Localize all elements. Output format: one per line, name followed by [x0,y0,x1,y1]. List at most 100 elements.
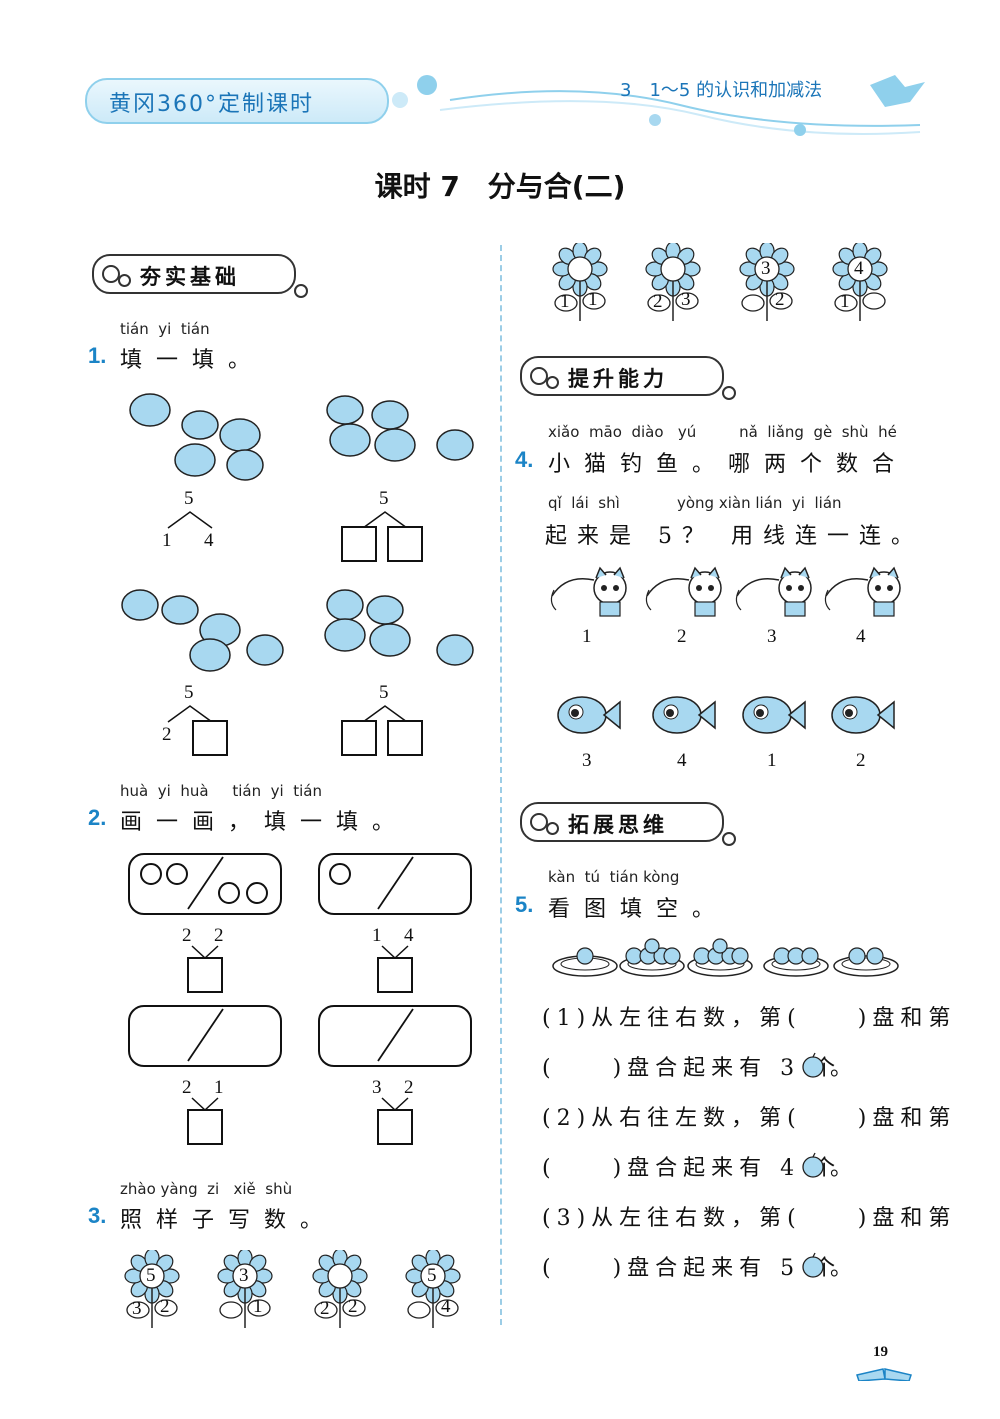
q1-chicks-illustration [121,393,474,672]
flower-icon [645,243,701,321]
q4-text-1: 小猫钓鱼。哪两个数合 [548,452,909,477]
period: 。 [830,1156,853,1181]
flower-icon [312,1250,368,1328]
section-basic: 夯实基础 [92,254,308,298]
panel-slash [187,1008,224,1062]
answer-box [377,957,413,993]
panel-slash [377,1008,414,1062]
flower-left-number: 2 [320,1298,330,1319]
q3-text: 照样子写数。 [120,1208,337,1233]
flower-right-number: 2 [348,1296,358,1317]
flower-icon [832,243,888,321]
flower-right-number: 4 [441,1296,451,1317]
cat-number: 1 [582,626,592,647]
fish-icon [557,696,621,734]
split-right: 2 [214,925,224,946]
tree-left: 1 [162,530,172,551]
panel-slash [377,856,414,910]
cat-number: 3 [767,626,777,647]
q3-number: 3. [88,1203,107,1228]
tree-total: 5 [184,682,194,703]
q2-text: 画一画，填一填。 [120,810,409,835]
flower-left-number: 1 [560,291,570,312]
answer-box [341,526,377,562]
apple-icon [802,1252,824,1278]
page-number: 19 [873,1344,888,1360]
answer-box [187,1109,223,1145]
page-title: 课时 7 分与合(二) [374,170,626,203]
plate-icon [833,947,899,977]
fish-number: 1 [767,750,777,771]
answer-box [187,957,223,993]
tree-branches [167,511,213,529]
drawing-panel [128,1005,282,1067]
split-right: 4 [404,925,414,946]
fill-blank-line: ( )盘合起来有 3 个 [542,1056,842,1081]
fill-blank-line: ( )盘合起来有 5 个 [542,1256,842,1281]
flower-left-number: 1 [840,291,850,312]
q2-pinyin: huà yi huà tián yi tián [120,782,322,800]
period: 。 [830,1056,853,1081]
fill-blank-line: (1)从左往右数，第( )盘和第 [542,1006,957,1031]
split-right: 1 [214,1077,224,1098]
fishing-cat-icon [645,566,722,617]
flower-icon [552,243,608,321]
q4-pinyin-1: xiǎo māo diào yú nǎ liǎng gè shù hé [548,423,897,441]
q1-pinyin: tián yi tián [120,320,210,338]
fishing-cat-icon [550,566,627,617]
circle-mark [218,882,240,904]
bird-icon [870,75,925,107]
unit-title: 3 1～5 的认识和加减法 [620,80,823,101]
q4-number: 4. [515,447,534,472]
fish-icon [831,696,895,734]
q3-pinyin: zhào yàng zi xiě shù [120,1180,293,1198]
tree-right: 4 [204,530,214,551]
book-series-title: 黄冈360°定制课时 [109,92,314,117]
circle-mark [246,882,268,904]
circle-mark [329,863,351,885]
q4-pinyin-2: qǐ lái shì yòng xiàn lián yi lián [548,494,842,512]
cat-number: 2 [677,626,687,647]
flower-top-number: 3 [239,1265,249,1286]
period: 。 [830,1256,853,1281]
tree-left: 2 [162,724,172,745]
split-left: 2 [182,925,192,946]
plate-icon [619,938,685,977]
plate-icon [763,947,829,977]
book-icon [856,1368,912,1381]
plate-icon [552,947,618,977]
split-left: 3 [372,1077,382,1098]
fish-icon [742,696,806,734]
split-left: 2 [182,1077,192,1098]
apple-icon [802,1052,824,1078]
panel-slash [187,856,224,910]
fishing-cat-icon [824,566,901,617]
flower-top-number: 4 [854,258,864,279]
fish-number: 2 [856,750,866,771]
flower-icon [124,1250,180,1328]
flower-right-number: 2 [160,1296,170,1317]
q5-number: 5. [515,892,534,917]
circle-mark [140,863,162,885]
answer-box [192,720,228,756]
split-left: 1 [372,925,382,946]
flower-right-number: 3 [681,289,691,310]
tree-total: 5 [379,682,389,703]
flower-icon [405,1250,461,1328]
cat-number: 4 [856,626,866,647]
q5-text: 看图填空。 [548,897,729,922]
flower-left-number: 3 [132,1298,142,1319]
fill-blank-line: (2)从右往左数，第( )盘和第 [542,1106,957,1131]
flower-right-number: 1 [588,289,598,310]
section-improve: 提升能力 [520,356,736,400]
plate-icon [687,938,753,977]
column-divider [500,245,502,1325]
section-expand: 拓展思维 [520,802,736,846]
q4-text-2: 起来是 5？ 用线连一连。 [545,524,923,549]
header-decoration [392,75,925,136]
fill-blank-line: ( )盘合起来有 4 个 [542,1156,842,1181]
answer-box [377,1109,413,1145]
flower-right-number: 2 [775,289,785,310]
tree-branches [362,511,408,529]
q1-number: 1. [88,343,107,368]
